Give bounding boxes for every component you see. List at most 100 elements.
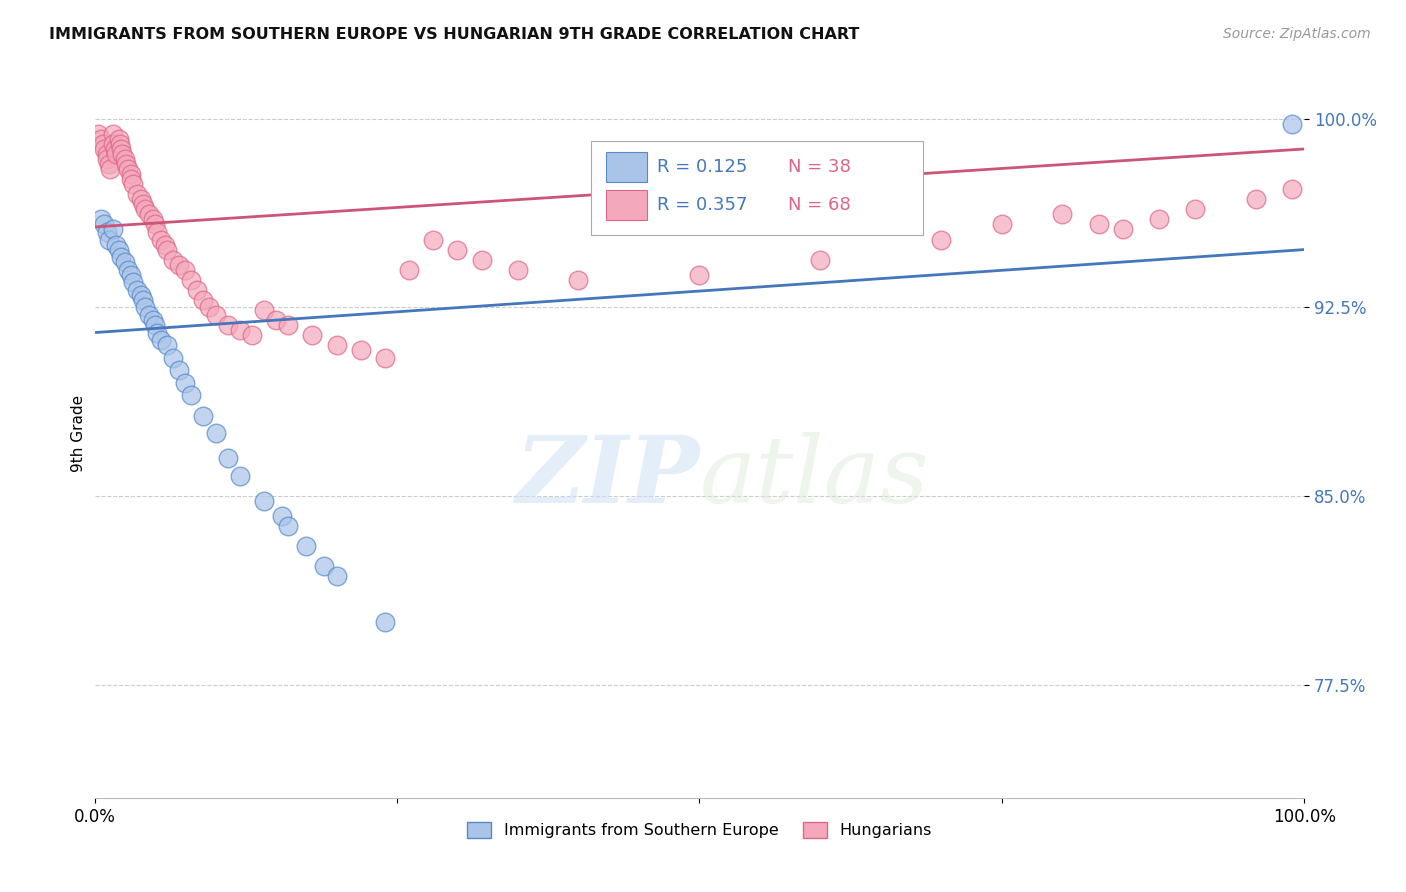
Point <box>114 152 136 166</box>
Point <box>229 323 252 337</box>
Point <box>271 509 294 524</box>
Point <box>134 301 156 315</box>
Point <box>98 162 121 177</box>
Point <box>174 262 197 277</box>
Point <box>101 136 124 151</box>
Text: N = 38: N = 38 <box>787 158 851 176</box>
Text: R = 0.125: R = 0.125 <box>657 158 748 176</box>
Point <box>240 328 263 343</box>
FancyBboxPatch shape <box>606 190 647 220</box>
Point <box>129 192 152 206</box>
Point <box>134 202 156 217</box>
Point <box>264 313 287 327</box>
Text: N = 68: N = 68 <box>787 196 851 214</box>
Point <box>156 338 179 352</box>
Point <box>229 469 252 483</box>
Point <box>114 255 136 269</box>
Point <box>1112 222 1135 236</box>
Point <box>91 136 114 151</box>
Point <box>110 250 132 264</box>
Legend: Immigrants from Southern Europe, Hungarians: Immigrants from Southern Europe, Hungari… <box>461 815 938 845</box>
Point <box>150 333 173 347</box>
Point <box>277 318 299 332</box>
Point <box>98 233 121 247</box>
FancyBboxPatch shape <box>606 152 647 182</box>
Point <box>107 243 129 257</box>
Point <box>422 233 444 247</box>
Point <box>104 142 127 156</box>
Point <box>143 318 166 332</box>
Point <box>277 519 299 533</box>
Point <box>374 351 396 365</box>
Point <box>1281 182 1303 196</box>
Point <box>193 409 215 423</box>
Point <box>143 218 166 232</box>
Point <box>180 388 202 402</box>
Point <box>156 243 179 257</box>
Point <box>93 142 115 156</box>
Point <box>142 313 165 327</box>
Point <box>129 288 152 302</box>
Point <box>115 157 138 171</box>
Point <box>217 318 239 332</box>
Point <box>111 147 134 161</box>
Point <box>101 127 124 141</box>
Text: atlas: atlas <box>699 432 929 522</box>
Point <box>96 152 118 166</box>
Y-axis label: 9th Grade: 9th Grade <box>72 394 86 472</box>
Point <box>125 283 148 297</box>
Point <box>398 262 420 277</box>
Point <box>325 338 347 352</box>
Point <box>107 132 129 146</box>
Text: Source: ZipAtlas.com: Source: ZipAtlas.com <box>1223 27 1371 41</box>
Point <box>87 127 110 141</box>
Point <box>105 237 128 252</box>
Point <box>506 262 529 277</box>
Point <box>1147 212 1170 227</box>
Point <box>146 326 169 340</box>
Point <box>1184 202 1206 217</box>
Point <box>204 308 226 322</box>
Point <box>138 308 160 322</box>
Point <box>253 302 276 317</box>
Point <box>198 301 221 315</box>
Point <box>193 293 215 307</box>
Point <box>446 243 468 257</box>
Point <box>301 328 323 343</box>
Text: IMMIGRANTS FROM SOUTHERN EUROPE VS HUNGARIAN 9TH GRADE CORRELATION CHART: IMMIGRANTS FROM SOUTHERN EUROPE VS HUNGA… <box>49 27 859 42</box>
Point <box>204 426 226 441</box>
Point <box>120 268 142 282</box>
Point <box>138 207 160 221</box>
Point <box>125 187 148 202</box>
Point <box>374 615 396 629</box>
Point <box>98 157 121 171</box>
Point <box>325 569 347 583</box>
Text: ZIP: ZIP <box>515 432 699 522</box>
Point <box>132 197 155 211</box>
Point <box>150 233 173 247</box>
Point <box>167 363 190 377</box>
Point <box>90 212 112 227</box>
Point <box>808 252 831 267</box>
Point <box>931 233 953 247</box>
Point <box>117 262 139 277</box>
FancyBboxPatch shape <box>591 142 924 235</box>
Point <box>1052 207 1074 221</box>
Point <box>153 237 176 252</box>
Point <box>93 218 115 232</box>
Point <box>1087 218 1109 232</box>
Point <box>350 343 373 358</box>
Point <box>96 225 118 239</box>
Text: R = 0.357: R = 0.357 <box>657 196 748 214</box>
Point <box>1281 117 1303 131</box>
Point <box>142 212 165 227</box>
Point <box>174 376 197 390</box>
Point <box>110 142 132 156</box>
Point <box>167 258 190 272</box>
Point <box>253 494 276 508</box>
Point <box>471 252 494 267</box>
Point <box>101 222 124 236</box>
Point <box>132 293 155 307</box>
Point <box>120 172 142 186</box>
Point <box>90 132 112 146</box>
